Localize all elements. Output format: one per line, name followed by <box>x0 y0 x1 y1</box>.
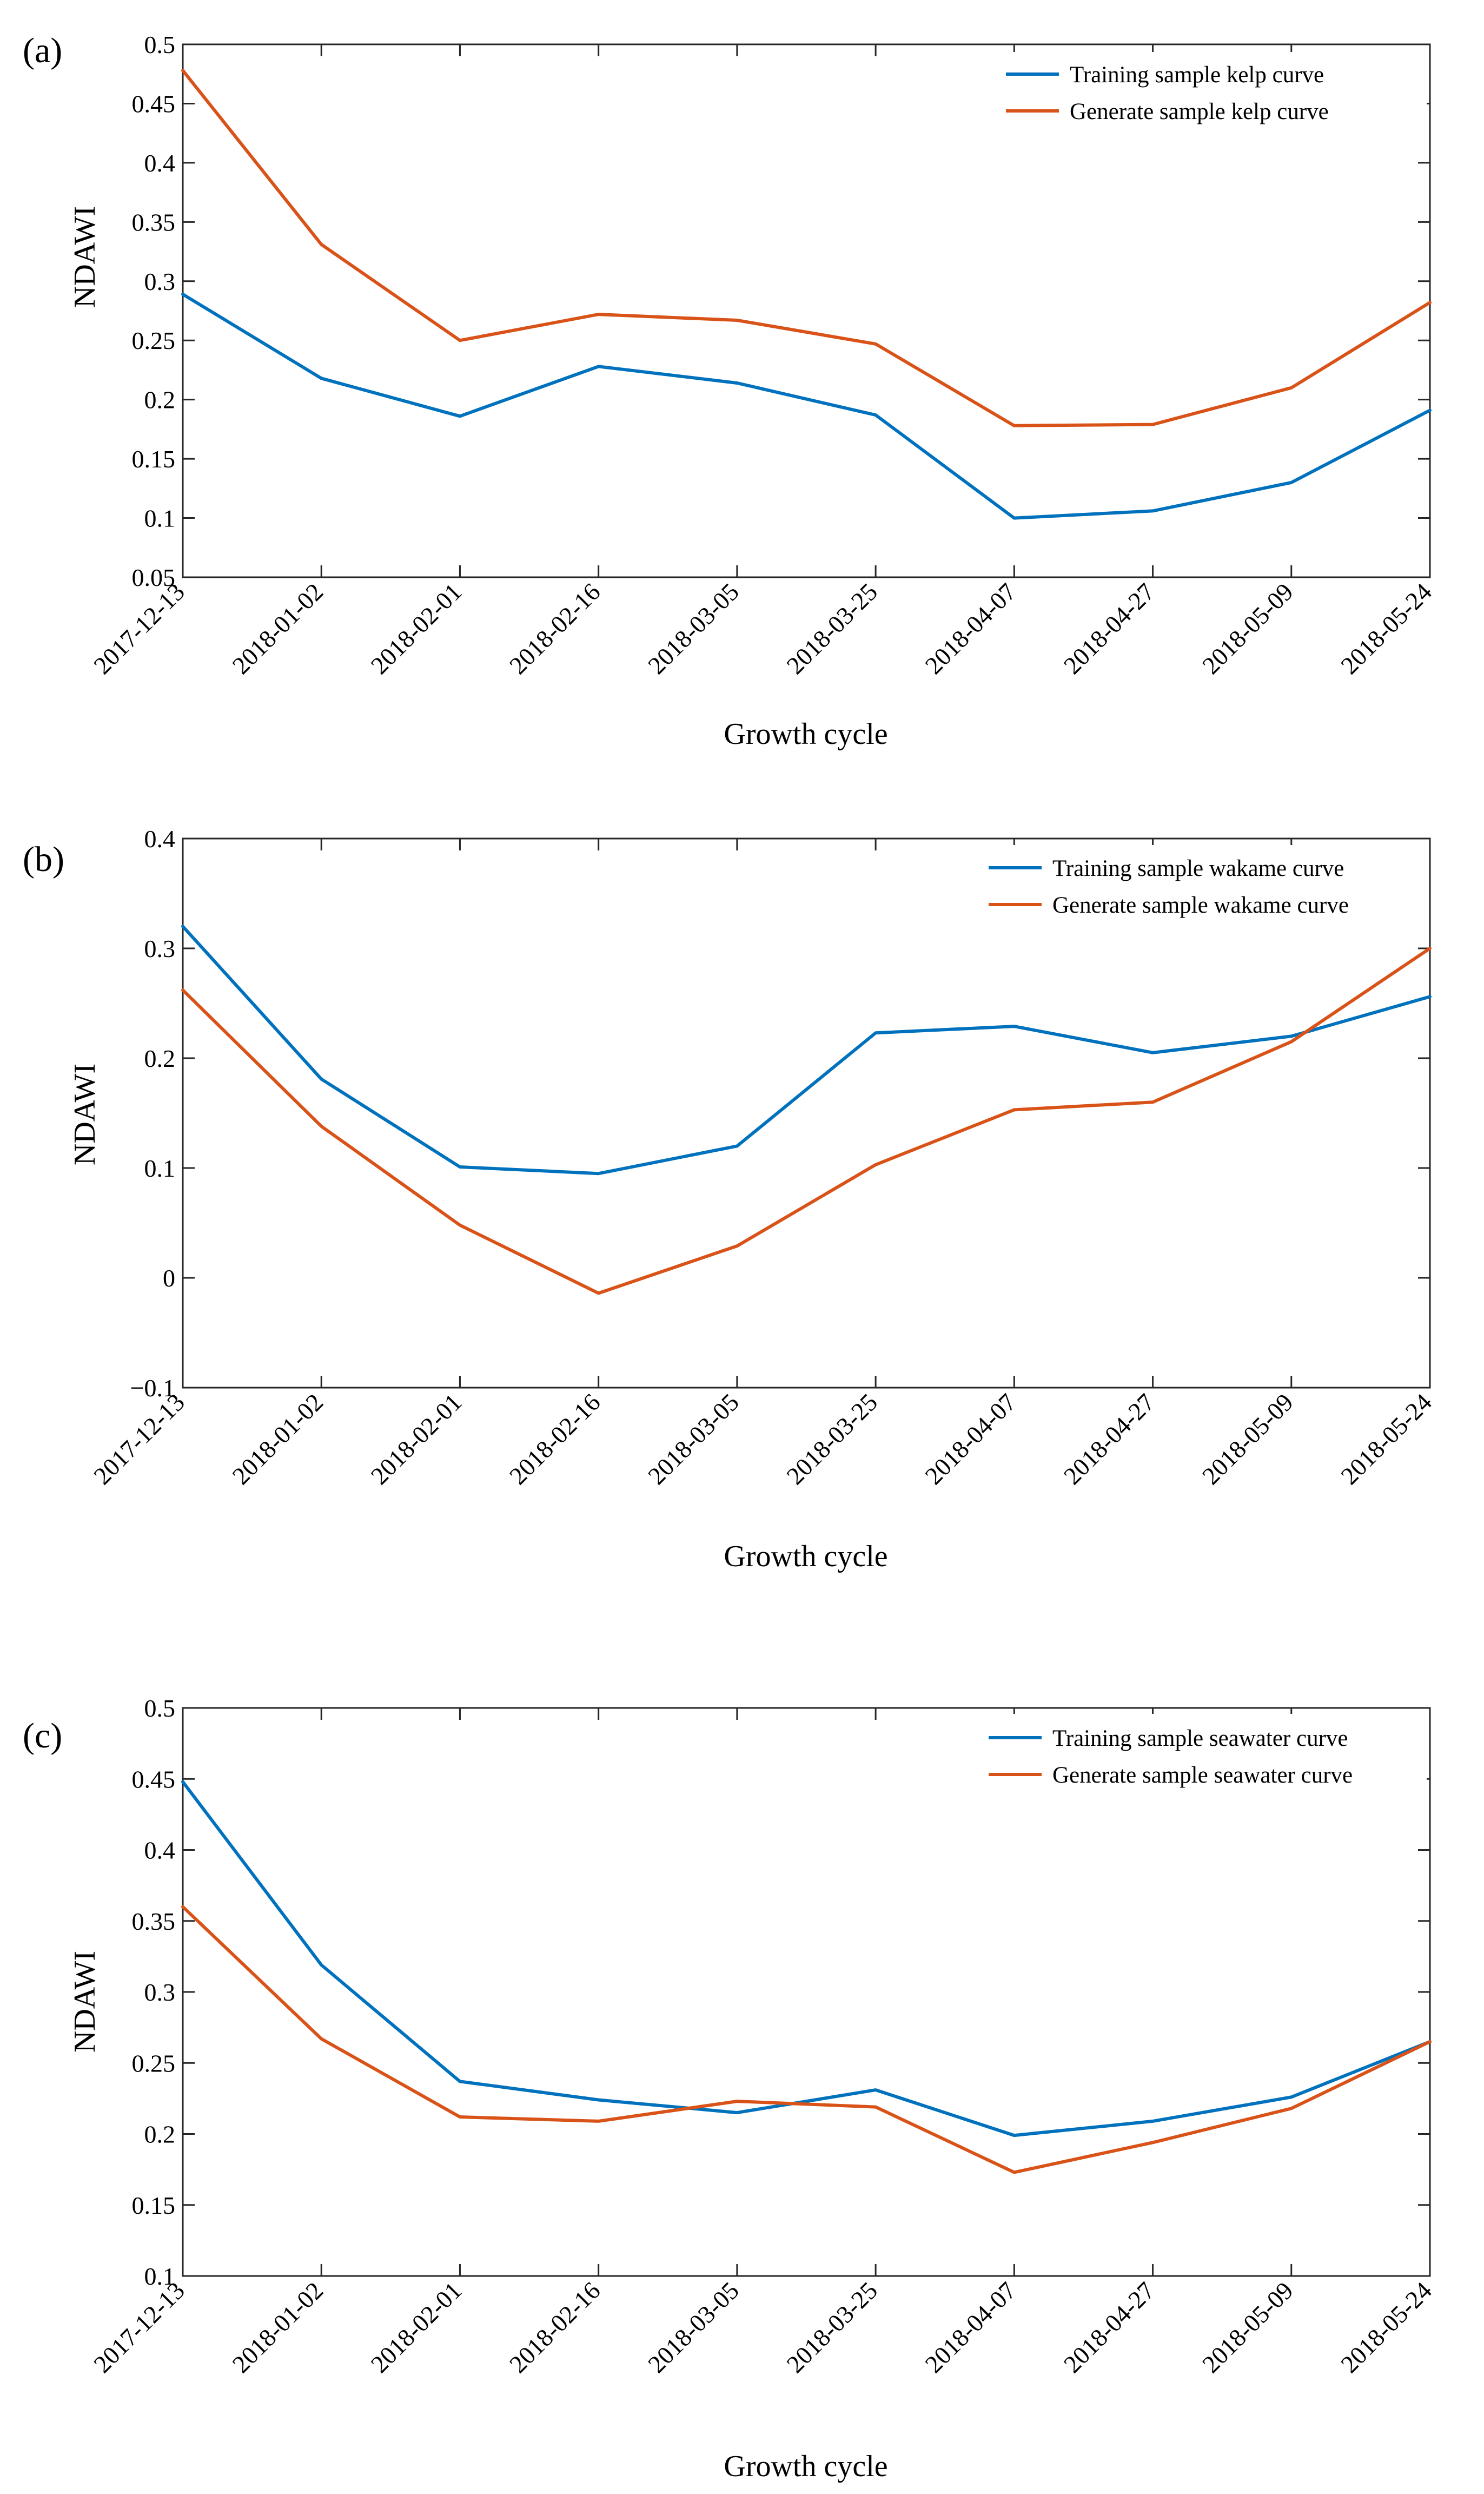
ytick-label-b-4: 0.3 <box>144 935 176 962</box>
axes-box-b <box>182 837 1431 1389</box>
xtick-label-b-4: 2018-03-05 <box>642 1388 744 1490</box>
series-line-c-generate <box>181 1905 1432 2174</box>
ytick-label-a-0: 0.05 <box>132 564 176 591</box>
ytick-label-a-3: 0.2 <box>144 386 176 414</box>
panel-a: (a) NDAWI Growth cycle 0.05 0.1 0.15 0.2 0.2… <box>23 31 1437 751</box>
xtick-label-c-7: 2018-04-27 <box>1058 2277 1160 2378</box>
legend-label-training-a: Training sample kelp curve <box>1070 62 1324 88</box>
legend-box-c <box>983 1714 1427 1795</box>
xtick-label-c-6: 2018-04-07 <box>920 2277 1022 2378</box>
legend-label-generate-a: Generate sample kelp curve <box>1070 99 1329 124</box>
ytick-label-b-1: 0 <box>163 1264 175 1292</box>
xlabel-c: Growth cycle <box>724 2450 887 2483</box>
series-line-a-generate <box>181 69 1432 427</box>
ytick-label-a-8: 0.45 <box>132 90 176 117</box>
xtick-label-b-6: 2018-04-07 <box>920 1388 1022 1490</box>
legend-b: Training sample wakame curve Generate sa… <box>983 845 1427 926</box>
xtick-label-c-1: 2018-01-02 <box>227 2277 328 2378</box>
ytick-label-b-3: 0.2 <box>144 1045 176 1072</box>
ytick-label-a-5: 0.3 <box>144 268 176 295</box>
legend-label-training-b: Training sample wakame curve <box>1052 856 1344 881</box>
xtick-label-a-6: 2018-04-07 <box>920 578 1022 679</box>
ytick-label-a-6: 0.35 <box>132 208 176 236</box>
series-line-b-generate <box>181 947 1432 1295</box>
legend-label-generate-c: Generate sample seawater curve <box>1052 1763 1353 1788</box>
xtick-label-c-4: 2018-03-05 <box>642 2277 744 2378</box>
ytick-label-c-5: 0.35 <box>132 1908 176 1935</box>
panel-label-a: (a) <box>23 31 62 70</box>
xtick-label-c-0: 2017-12-13 <box>88 2277 190 2378</box>
ylabel-b: NDAWI <box>68 1064 102 1165</box>
ytick-label-a-7: 0.4 <box>144 149 176 177</box>
xtick-label-b-3: 2018-02-16 <box>504 1388 606 1490</box>
xtick-label-a-2: 2018-02-01 <box>366 578 467 679</box>
panel-b: (b) NDAWI Growth cycle −0.1 0 0.1 0.2 0.3 0.4… <box>23 825 1437 1573</box>
xtick-label-c-2: 2018-02-01 <box>366 2277 467 2378</box>
panel-c: (c) NDAWI Growth cycle 0.1 0.15 0.2 0.25 0.3… <box>23 1694 1437 2483</box>
xtick-label-c-5: 2018-03-25 <box>781 2277 883 2378</box>
xtick-label-a-1: 2018-01-02 <box>227 578 328 679</box>
panel-label-c: (c) <box>23 1716 62 1756</box>
xtick-label-b-2: 2018-02-01 <box>366 1388 467 1490</box>
xtick-label-a-3: 2018-02-16 <box>504 578 606 679</box>
xtick-label-a-5: 2018-03-25 <box>781 578 883 679</box>
xlabel-b: Growth cycle <box>724 1540 887 1573</box>
axes-box-a <box>182 43 1431 578</box>
xtick-label-a-0: 2017-12-13 <box>88 578 190 679</box>
ytick-label-b-2: 0.1 <box>144 1154 176 1182</box>
ylabel-a: NDAWI <box>68 206 102 308</box>
ytick-label-b-0: −0.1 <box>130 1374 175 1402</box>
ytick-label-c-6: 0.4 <box>144 1837 176 1864</box>
ytick-label-c-8: 0.5 <box>144 1694 176 1722</box>
ytick-label-a-9: 0.5 <box>144 31 176 58</box>
xtick-label-b-9: 2018-05-24 <box>1335 1388 1437 1490</box>
xtick-label-a-9: 2018-05-24 <box>1335 578 1437 679</box>
ytick-label-c-0: 0.1 <box>144 2262 176 2290</box>
xtick-label-c-9: 2018-05-24 <box>1335 2277 1437 2378</box>
ytick-label-b-5: 0.4 <box>144 825 176 853</box>
series-line-c-training <box>181 1780 1432 2137</box>
xtick-label-b-8: 2018-05-09 <box>1197 1388 1298 1490</box>
legend-label-training-c: Training sample seawater curve <box>1052 1726 1348 1751</box>
ylabel-c: NDAWI <box>68 1951 102 2053</box>
xtick-label-b-0: 2017-12-13 <box>88 1388 190 1490</box>
ytick-label-a-1: 0.1 <box>144 505 176 532</box>
xtick-label-c-3: 2018-02-16 <box>504 2277 606 2378</box>
series-line-b-training <box>181 925 1432 1176</box>
xtick-label-b-7: 2018-04-27 <box>1058 1388 1160 1490</box>
ytick-label-c-4: 0.3 <box>144 1978 176 2006</box>
xtick-label-a-8: 2018-05-09 <box>1197 578 1298 679</box>
xtick-label-a-7: 2018-04-27 <box>1058 578 1160 679</box>
ytick-label-a-2: 0.15 <box>132 445 176 473</box>
xtick-label-c-8: 2018-05-09 <box>1197 2277 1298 2378</box>
legend-box-b <box>983 845 1427 926</box>
ytick-label-c-3: 0.25 <box>132 2049 176 2077</box>
xtick-label-b-1: 2018-01-02 <box>227 1388 328 1490</box>
ytick-label-c-7: 0.45 <box>132 1765 176 1793</box>
xtick-label-b-5: 2018-03-25 <box>781 1388 883 1490</box>
legend-label-generate-b: Generate sample wakame curve <box>1052 893 1349 918</box>
xlabel-a: Growth cycle <box>724 717 887 751</box>
legend-c: Training sample seawater curve Generate … <box>983 1714 1427 1795</box>
ytick-label-c-1: 0.15 <box>132 2192 176 2219</box>
panel-label-b: (b) <box>23 840 64 879</box>
legend-box-a <box>999 52 1427 133</box>
plot-c: 0.1 0.15 0.2 0.25 0.3 0.35 0.4 0.45 0.5 2017-12-1… <box>88 1694 1437 2378</box>
ytick-label-c-2: 0.2 <box>144 2121 176 2148</box>
series-line-a-training <box>181 292 1432 520</box>
xtick-label-a-4: 2018-03-05 <box>642 578 744 679</box>
legend-a: Training sample kelp curve Generate samp… <box>999 52 1427 133</box>
ytick-label-a-4: 0.25 <box>132 327 176 354</box>
